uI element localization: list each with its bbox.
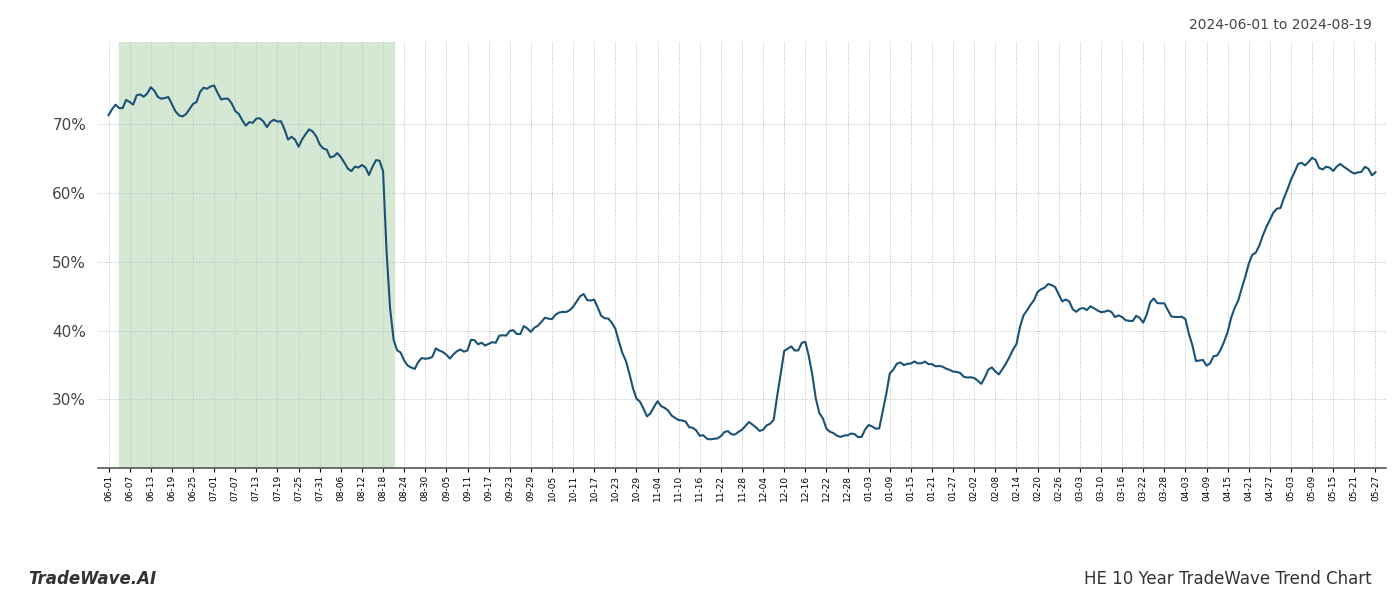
Text: TradeWave.AI: TradeWave.AI (28, 570, 157, 588)
Bar (119, 42, 393, 468)
Text: HE 10 Year TradeWave Trend Chart: HE 10 Year TradeWave Trend Chart (1085, 570, 1372, 588)
Text: 2024-06-01 to 2024-08-19: 2024-06-01 to 2024-08-19 (1189, 18, 1372, 32)
